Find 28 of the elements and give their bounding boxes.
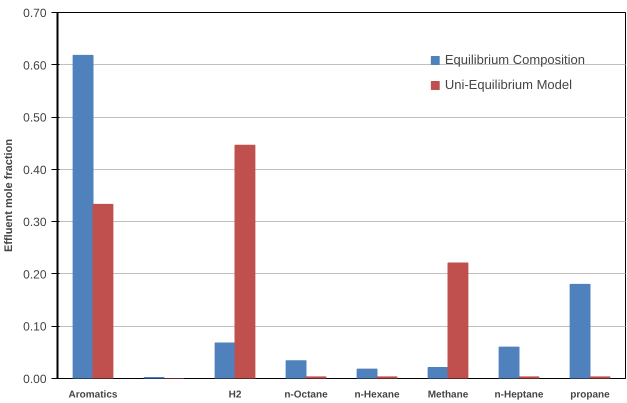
legend-label: Equilibrium Composition <box>444 52 585 67</box>
y-tick-label: 0.50 <box>23 110 47 125</box>
bar <box>570 284 590 378</box>
x-tick-label: n-Octane <box>284 390 328 400</box>
bar <box>448 262 468 378</box>
y-tick-label: 0.40 <box>23 162 47 177</box>
y-tick-label: 0.30 <box>23 215 47 230</box>
y-tick-label: 0.00 <box>23 372 47 386</box>
bar <box>498 346 520 378</box>
bar <box>72 54 94 378</box>
legend-label: Uni-Equilibrium Model <box>444 77 572 92</box>
bar <box>286 360 306 378</box>
y-tick-label: 0.10 <box>23 320 47 334</box>
x-tick-label: n-Hexane <box>354 390 400 400</box>
y-tick-label: 0.60 <box>23 58 47 72</box>
x-tick-label: Aromatics <box>68 390 118 400</box>
x-tick-label: propane <box>570 390 610 400</box>
bar <box>92 204 114 378</box>
y-tick-label: 0.70 <box>23 6 47 20</box>
bar <box>214 342 236 378</box>
bar <box>428 367 448 378</box>
x-tick-label: n-Heptane <box>494 390 544 400</box>
y-axis-title: Effluent mole fraction <box>3 138 16 252</box>
bar <box>356 368 378 378</box>
bar <box>234 144 256 378</box>
x-tick-label: Methane <box>428 390 469 400</box>
x-tick-label: H2 <box>228 390 242 400</box>
y-tick-label: 0.20 <box>23 267 47 282</box>
